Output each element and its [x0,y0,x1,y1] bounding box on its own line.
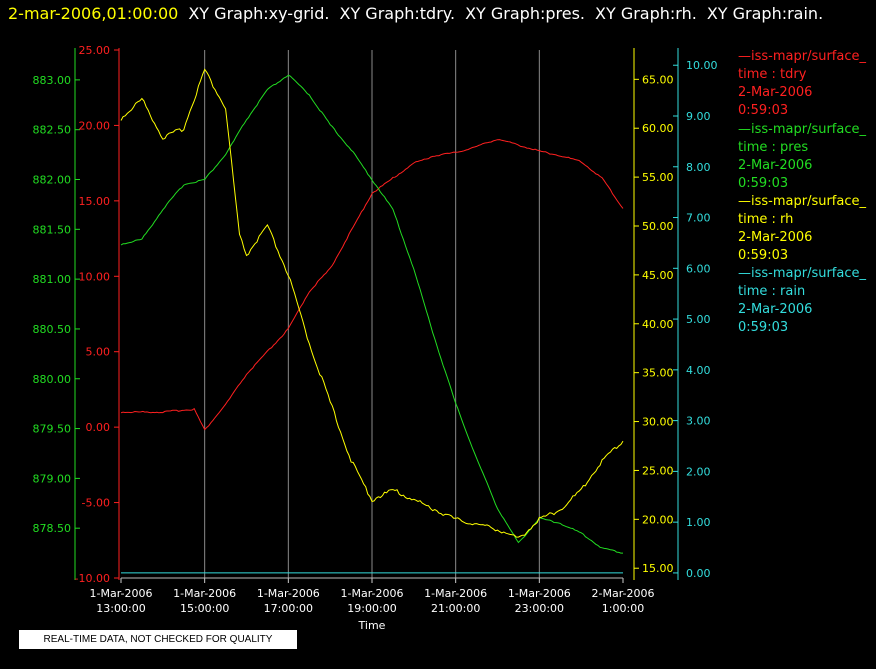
legend-time: 0:59:03 [738,248,789,263]
legend-source: —iss-mapr/surface_ [738,122,867,137]
x-tick-label-time: 19:00:00 [347,602,396,615]
chart-header: 2-mar-2006,01:00:00 XY Graph:xy-grid. XY G… [8,2,876,26]
x-tick-label-date: 1-Mar-2006 [90,587,153,600]
tdry-tick-label: -10.00 [75,572,110,585]
rain-tick-label: 4.00 [686,364,711,377]
x-tick-label-date: 1-Mar-2006 [257,587,320,600]
rain-tick-label: 3.00 [686,415,711,428]
rain-tick-label: 7.00 [686,212,711,225]
x-tick-label-time: 23:00:00 [515,602,564,615]
graph-title-rh: XY Graph:rh. [595,4,697,23]
rh-tick-label: 65.00 [642,73,674,86]
graph-title-xy-grid: XY Graph:xy-grid. [188,4,330,23]
legend-source: —iss-mapr/surface_ [738,49,867,64]
rh-tick-label: 40.00 [642,318,674,331]
series-line-tdry [120,139,624,431]
x-tick-label-date: 1-Mar-2006 [173,587,236,600]
legend-source: —iss-mapr/surface_ [738,266,867,281]
series-line-rh [120,68,624,538]
graph-title-tdry: XY Graph:tdry. [339,4,456,23]
rain-tick-label: 1.00 [686,516,711,529]
legend-date: 2-Mar-2006 [738,302,813,317]
x-tick-label-date: 2-Mar-2006 [592,587,655,600]
rh-tick-label: 55.00 [642,171,674,184]
x-tick-label-date: 1-Mar-2006 [341,587,404,600]
x-tick-label-time: 21:00:00 [431,602,480,615]
rain-tick-label: 10.00 [686,59,718,72]
graph-title-rain: XY Graph:rain. [706,4,824,23]
tdry-tick-label: 5.00 [86,346,111,359]
legend-rain: —iss-mapr/surface_ time : rain 2-Mar-200… [736,265,876,337]
x-axis-label: Time [358,619,386,632]
tdry-tick-label: 10.00 [79,270,111,283]
tdry-tick-label: -5.00 [82,497,110,510]
graph-title-pres: XY Graph:pres. [465,4,585,23]
rain-tick-label: 0.00 [686,567,711,580]
rh-tick-label: 20.00 [642,513,674,526]
legend-variable: time : tdry [738,67,807,82]
tdry-tick-label: 0.00 [86,421,111,434]
legend-date: 2-Mar-2006 [738,230,813,245]
legend-tdry: —iss-mapr/surface_ time : tdry 2-Mar-200… [736,48,876,120]
tdry-tick-label: 15.00 [79,195,111,208]
timestamp: 2-mar-2006,01:00:00 [8,4,179,23]
pres-tick-label: 882.00 [33,174,72,187]
rain-tick-label: 8.00 [686,161,711,174]
rain-tick-label: 6.00 [686,262,711,275]
rh-tick-label: 30.00 [642,416,674,429]
x-tick-label-time: 15:00:00 [180,602,229,615]
legend-rh: —iss-mapr/surface_ time : rh 2-Mar-2006 … [736,193,876,265]
pres-tick-label: 880.00 [33,373,72,386]
tdry-tick-label: 20.00 [79,119,111,132]
rain-tick-label: 5.00 [686,313,711,326]
rh-tick-label: 25.00 [642,464,674,477]
legend-source: —iss-mapr/surface_ [738,194,867,209]
pres-tick-label: 881.50 [33,223,72,236]
legend-variable: time : rh [738,212,794,227]
legend-date: 2-Mar-2006 [738,158,813,173]
rh-tick-label: 60.00 [642,122,674,135]
pres-tick-label: 878.50 [33,522,72,535]
rain-tick-label: 9.00 [686,110,711,123]
x-tick-label-date: 1-Mar-2006 [424,587,487,600]
legend-time: 0:59:03 [738,320,789,335]
rain-tick-label: 2.00 [686,465,711,478]
pres-tick-label: 879.00 [33,472,72,485]
x-tick-label-time: 17:00:00 [264,602,313,615]
rh-tick-label: 50.00 [642,220,674,233]
pres-tick-label: 883.00 [33,74,72,87]
tdry-tick-label: 25.00 [79,44,111,57]
legend-time: 0:59:03 [738,103,789,118]
pres-tick-label: 881.00 [33,273,72,286]
legend-variable: time : pres [738,140,809,155]
x-tick-label-date: 1-Mar-2006 [508,587,571,600]
rh-tick-label: 15.00 [642,562,674,575]
legend-variable: time : rain [738,284,806,299]
rh-tick-label: 45.00 [642,269,674,282]
pres-tick-label: 882.50 [33,124,72,137]
data-quality-notice: REAL-TIME DATA, NOT CHECKED FOR QUALITY [19,630,297,649]
legend-time: 0:59:03 [738,176,789,191]
legend-pres: —iss-mapr/surface_ time : pres 2-Mar-200… [736,121,876,193]
x-tick-label-time: 1:00:00 [602,602,644,615]
rh-tick-label: 35.00 [642,367,674,380]
legend-date: 2-Mar-2006 [738,85,813,100]
pres-tick-label: 879.50 [33,423,72,436]
x-tick-label-time: 13:00:00 [96,602,145,615]
pres-tick-label: 880.50 [33,323,72,336]
